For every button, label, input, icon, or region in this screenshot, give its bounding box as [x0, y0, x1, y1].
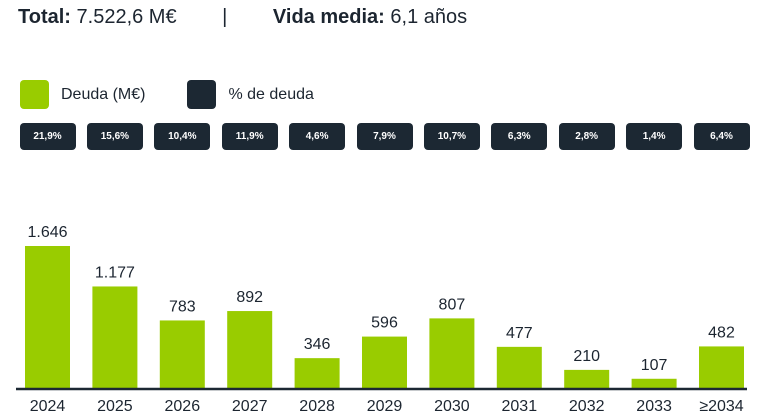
percent-badges-row: 21,9% 15,6% 10,4% 11,9% 4,6% 7,9% 10,7% 6,3% 2,8…	[0, 123, 762, 151]
percent-badge-2028: 4,6%	[289, 123, 346, 150]
category-label-2024: 2024	[30, 398, 66, 415]
legend-label-debt: Deuda (M€)	[61, 85, 146, 103]
category-label-2028: 2028	[299, 398, 335, 415]
bar-2029	[362, 336, 407, 388]
value-label-2024: 1.646	[27, 224, 67, 241]
bar-2024	[25, 246, 70, 388]
total-label: Total:	[18, 6, 71, 28]
category-label-2026: 2026	[165, 398, 201, 415]
average-life-label: Vida media:	[272, 6, 385, 28]
category-label-2033: 2033	[636, 398, 672, 415]
category-label-2032: 2032	[569, 398, 605, 415]
percent-badge-2030: 10,7%	[423, 123, 480, 150]
value-label-2025: 1.177	[95, 264, 135, 281]
legend-label-percent: % de deuda	[228, 85, 314, 103]
percent-badge-2029: 7,9%	[356, 123, 413, 150]
category-label-2025: 2025	[97, 398, 133, 415]
percent-badge-2031: 6,3%	[491, 123, 548, 150]
percent-badge-2025: 15,6%	[86, 123, 143, 150]
value-label-2029: 596	[371, 315, 398, 332]
value-label-≥2034: 482	[708, 324, 735, 341]
summary-separator: |	[222, 6, 228, 28]
percent-badge-2027: 11,9%	[221, 123, 278, 150]
bar-2033	[631, 378, 677, 388]
percent-badge-2033: 1,4%	[626, 123, 683, 150]
legend-item-debt: Deuda (M€)	[20, 80, 145, 109]
bar-2028	[294, 358, 340, 388]
category-label-2027: 2027	[232, 398, 268, 415]
value-label-2033: 107	[641, 357, 668, 374]
bar-≥2034	[699, 346, 744, 388]
value-label-2026: 783	[169, 298, 196, 315]
legend-swatch-percent	[187, 80, 217, 109]
legend-item-percent: % de deuda	[187, 80, 314, 109]
bar-2032	[564, 369, 610, 388]
legend: Deuda (M€) % de deuda	[20, 80, 336, 109]
summary-line: Total: 7.522,6 M€ | Vida media: 6,1 años	[18, 6, 467, 29]
category-label-2031: 2031	[502, 398, 538, 415]
value-label-2030: 807	[439, 296, 466, 313]
total-value: 7.522,6 M€	[76, 6, 177, 28]
value-label-2028: 346	[304, 336, 331, 353]
average-life-value: 6,1 años	[390, 6, 468, 28]
percent-badge-2024: 21,9%	[19, 123, 76, 150]
percent-badge-2026: 10,4%	[154, 123, 211, 150]
percent-badge-≥2034: 6,4%	[693, 123, 750, 150]
bar-2031	[496, 346, 542, 388]
bar-2025	[92, 286, 138, 388]
bar-2030	[429, 318, 475, 388]
value-label-2031: 477	[506, 325, 533, 342]
legend-swatch-debt	[20, 80, 49, 109]
value-label-2032: 210	[573, 348, 600, 365]
category-label-2029: 2029	[367, 398, 403, 415]
value-label-2027: 892	[236, 289, 263, 306]
percent-badge-2032: 2,8%	[558, 123, 615, 150]
category-label-≥2034: ≥2034	[699, 398, 743, 415]
bar-2027	[227, 311, 273, 388]
bar-2026	[159, 320, 205, 388]
category-label-2030: 2030	[434, 398, 470, 415]
